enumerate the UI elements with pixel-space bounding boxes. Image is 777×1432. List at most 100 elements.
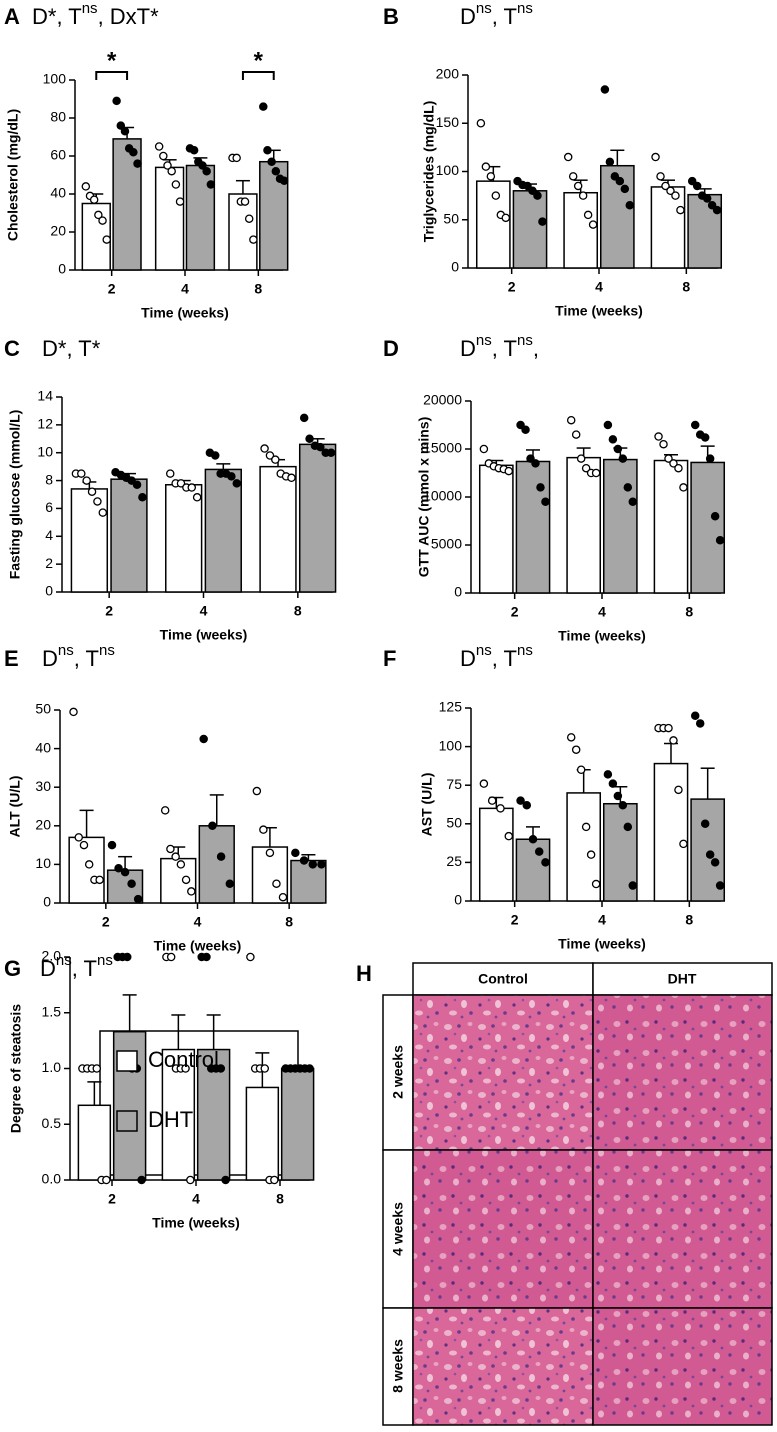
chart-title: Dns, Tns: [40, 952, 113, 980]
column-label: Control: [478, 971, 528, 987]
x-axis-title: Time (weeks): [152, 1215, 240, 1231]
data-point: [491, 191, 501, 200]
title-part: D*, T: [32, 4, 82, 29]
data-point: [522, 801, 532, 810]
data-point: [715, 881, 725, 890]
title-part: ns: [99, 642, 115, 659]
data-point: [568, 172, 578, 181]
y-axis-title: ALT (U/L): [7, 776, 23, 838]
data-point: [687, 176, 697, 186]
row-header: [382, 1307, 414, 1426]
bar: [245, 1086, 280, 1181]
data-point: [259, 102, 268, 111]
y-tick-label: 50: [443, 210, 459, 226]
y-axis-title: GTT AUC (mmol x mins): [416, 417, 432, 578]
data-point: [240, 197, 250, 206]
data-point: [516, 796, 525, 805]
data-point: [167, 166, 176, 176]
data-point: [171, 180, 181, 189]
data-point: [715, 535, 725, 545]
data-point: [271, 455, 280, 464]
bar: [204, 468, 242, 593]
error-bar: [235, 179, 250, 194]
data-point: [679, 483, 688, 492]
y-tick-label: 80: [50, 109, 66, 125]
data-point: [244, 214, 254, 223]
data-point: [127, 879, 136, 888]
y-tick-label: 100: [439, 737, 463, 753]
data-point: [664, 723, 673, 733]
data-point: [610, 172, 620, 181]
data-point: [122, 952, 132, 962]
data-point: [216, 852, 226, 861]
data-point: [84, 860, 94, 869]
chart-title: Dns, Tns,: [460, 332, 539, 360]
data-point: [576, 765, 586, 775]
bar: [653, 762, 689, 902]
data-point: [501, 213, 511, 223]
panel-letter: H: [356, 961, 372, 986]
data-point: [608, 435, 618, 444]
data-point: [137, 1175, 146, 1185]
data-point: [623, 483, 633, 492]
x-tick-label: 8: [254, 281, 262, 297]
data-point: [316, 442, 325, 452]
y-tick-label: 20: [35, 817, 51, 833]
error-bar: [171, 1014, 186, 1050]
title-part: ns: [476, 642, 492, 659]
data-point: [175, 197, 185, 206]
panel-letter: D: [383, 336, 399, 361]
data-point: [116, 121, 126, 130]
chart-title: D*, Tns, DxT*: [32, 0, 159, 28]
data-point: [102, 235, 111, 244]
x-tick-label: 8: [685, 604, 693, 620]
data-point: [504, 831, 514, 841]
y-tick-label: 2.0: [42, 948, 62, 964]
data-point: [583, 210, 593, 220]
data-point: [181, 875, 191, 885]
data-point: [305, 434, 314, 444]
y-tick-label: 0.5: [42, 1115, 62, 1131]
data-point: [563, 152, 573, 162]
y-tick-label: 1.5: [42, 1003, 62, 1019]
data-point: [666, 186, 675, 196]
data-point: [571, 745, 581, 754]
data-point: [628, 881, 638, 890]
legend-swatch: [116, 1110, 138, 1132]
data-point: [541, 858, 550, 867]
data-point: [523, 181, 532, 191]
legend-swatch: [116, 1050, 138, 1072]
error-bar: [87, 1081, 102, 1106]
data-point: [225, 879, 235, 888]
data-point: [586, 850, 596, 859]
data-point: [707, 201, 717, 210]
chart-title: Dns, Tns: [42, 642, 115, 670]
data-point: [671, 191, 680, 200]
title-part: , T: [492, 336, 517, 361]
panel-letter: E: [4, 646, 19, 671]
y-tick-label: 15000: [423, 440, 462, 456]
data-point: [576, 454, 586, 463]
data-point: [187, 483, 197, 492]
legend-label: DHT: [148, 1107, 193, 1132]
bar: [602, 458, 638, 594]
title-part: ns: [517, 332, 533, 349]
data-point: [676, 205, 685, 215]
legend-label: Control: [148, 1047, 219, 1072]
data-point: [674, 463, 683, 473]
error-bar: [122, 994, 137, 1032]
bar: [478, 464, 514, 594]
data-point: [299, 856, 309, 865]
y-tick-label: 5000: [431, 536, 462, 552]
data-point: [679, 839, 688, 849]
x-tick-label: 8: [682, 279, 690, 295]
title-part: ,: [533, 336, 539, 361]
column-label: DHT: [668, 971, 697, 987]
title-part: ns: [476, 332, 492, 349]
data-point: [98, 508, 108, 517]
data-point: [536, 483, 545, 492]
data-point: [317, 860, 326, 869]
y-tick-label: 2: [45, 555, 53, 571]
x-axis-title: Time (weeks): [555, 303, 643, 319]
x-tick-label: 4: [194, 914, 202, 930]
